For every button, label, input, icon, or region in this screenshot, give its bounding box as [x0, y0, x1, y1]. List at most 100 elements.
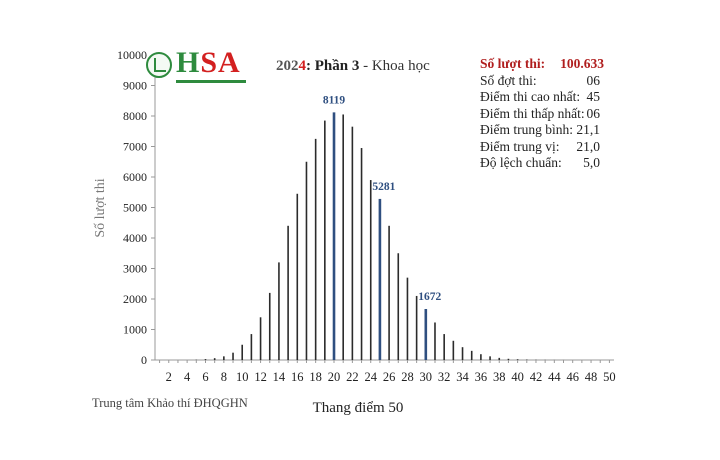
- bar: [461, 347, 464, 360]
- x-tick-label: 40: [511, 370, 524, 384]
- bar: [232, 352, 234, 360]
- stat-label: Điểm thi thấp nhất:: [480, 105, 585, 121]
- bar: [314, 138, 317, 360]
- bar: [489, 356, 491, 360]
- bar: [470, 350, 473, 360]
- bar: [424, 309, 428, 360]
- hsa-logo: HSA: [146, 46, 246, 84]
- bar: [480, 354, 482, 360]
- x-tick-label: 42: [530, 370, 543, 384]
- title-part: : Phần 3: [306, 58, 360, 74]
- x-tick-label: 4: [184, 370, 191, 384]
- university-seal-icon: [146, 52, 172, 78]
- stat-value: 100.633: [560, 56, 604, 71]
- y-tick-label: 7000: [123, 140, 147, 154]
- data-labels: 8119 5281 1672: [323, 94, 442, 303]
- x-tick-label: 26: [383, 370, 396, 384]
- bar: [342, 114, 344, 360]
- title-year: 202: [276, 58, 299, 74]
- y-tick-label: 9000: [123, 79, 147, 93]
- stat-row: Điểm thi thấp nhất: 06: [480, 106, 600, 123]
- x-tick-label: 10: [236, 370, 249, 384]
- x-tick-label: 28: [401, 370, 414, 384]
- x-tick-label: 24: [364, 370, 377, 384]
- x-tick-label: 2: [166, 370, 172, 384]
- x-tick-label: 32: [438, 370, 451, 384]
- bar: [388, 225, 390, 360]
- y-tick-label: 3000: [123, 262, 147, 276]
- stat-row: Điểm thi cao nhất: 45: [480, 89, 600, 106]
- stat-value: 21,0: [576, 138, 600, 154]
- bar: [278, 262, 280, 360]
- stat-value: 45: [586, 89, 601, 104]
- source-note: Trung tâm Khảo thí ĐHQGHN: [92, 396, 248, 410]
- x-tick-label: 8: [221, 370, 227, 384]
- bar: [406, 277, 409, 360]
- x-tick-label: 38: [493, 370, 506, 384]
- stat-total-row: Số lượt thi: 100.633: [480, 56, 604, 73]
- stat-value: 06: [586, 105, 601, 121]
- bar: [498, 357, 501, 360]
- x-axis-title: Thang điểm 50: [313, 400, 404, 416]
- x-tick-label: 6: [202, 370, 208, 384]
- x-tick-label: 44: [548, 370, 561, 384]
- bar: [434, 322, 436, 360]
- bar: [452, 340, 455, 360]
- y-tick-label: 8000: [123, 109, 147, 123]
- bar: [213, 358, 216, 360]
- stat-label: Số lượt thi:: [480, 56, 546, 71]
- bar: [223, 356, 225, 360]
- x-tick-label: 14: [273, 370, 286, 384]
- x-tick-label: 50: [603, 370, 616, 384]
- stats-panel: Số lượt thi: 100.633 Số đợt thi: 06 Điểm…: [480, 56, 604, 172]
- x-tick-label: 12: [254, 370, 267, 384]
- bar: [287, 225, 289, 360]
- x-tick-label: 36: [475, 370, 488, 384]
- y-tick-label: 0: [141, 353, 147, 367]
- bar: [332, 112, 336, 360]
- bar: [507, 358, 510, 360]
- y-tick-label: 5000: [123, 201, 147, 215]
- stat-row: Số đợt thi: 06: [480, 73, 600, 90]
- title-subject: - Khoa học: [359, 58, 430, 74]
- y-tick-label: 6000: [123, 170, 147, 184]
- stat-value: 21,1: [576, 122, 600, 137]
- x-tick-label: 22: [346, 370, 359, 384]
- y-axis: 0 1000 2000 3000 4000 5000 6000 7000 8000 9000 100…: [117, 48, 156, 367]
- bar: [305, 161, 308, 360]
- x-tick-label: 34: [456, 370, 469, 384]
- bar: [204, 359, 207, 360]
- bar: [443, 334, 445, 360]
- y-tick-label: 1000: [123, 323, 147, 337]
- stat-row: Điểm trung vị: 21,0: [480, 139, 600, 156]
- bar: [250, 334, 253, 360]
- y-axis-title: Số lượt thi: [93, 178, 108, 237]
- title-year-accent: 4: [298, 58, 307, 74]
- stat-value: 06: [586, 72, 601, 88]
- y-tick-label: 2000: [123, 292, 147, 306]
- y-tick-label: 4000: [123, 231, 147, 245]
- y-tick-label: 10000: [117, 48, 147, 62]
- data-label: 1672: [418, 291, 441, 303]
- logo-underline: [176, 80, 246, 83]
- bar: [324, 120, 326, 360]
- x-tick-label: 20: [328, 370, 341, 384]
- stat-label: Số đợt thi:: [480, 72, 537, 88]
- stat-value: 5,0: [583, 155, 600, 170]
- logo-wordmark: HSA: [176, 46, 241, 79]
- bar: [369, 180, 372, 360]
- stat-label: Độ lệch chuẩn:: [480, 155, 562, 170]
- x-tick-label: 46: [566, 370, 579, 384]
- x-tick-label: 48: [585, 370, 598, 384]
- stat-row: Điểm trung bình: 21,1: [480, 122, 600, 139]
- stat-label: Điểm trung vị:: [480, 138, 560, 154]
- bar: [378, 198, 382, 360]
- bar: [516, 359, 519, 360]
- stat-label: Điểm trung bình:: [480, 122, 573, 137]
- x-tick-label: 16: [291, 370, 304, 384]
- stat-row: Độ lệch chuẩn: 5,0: [480, 155, 600, 172]
- stat-label: Điểm thi cao nhất:: [480, 89, 581, 104]
- x-axis: 2 4 6 8 10 12 14 16 18 20 22 24 26 28 30 32 34 36 38 40 42 44…: [155, 359, 616, 384]
- bar: [296, 193, 299, 360]
